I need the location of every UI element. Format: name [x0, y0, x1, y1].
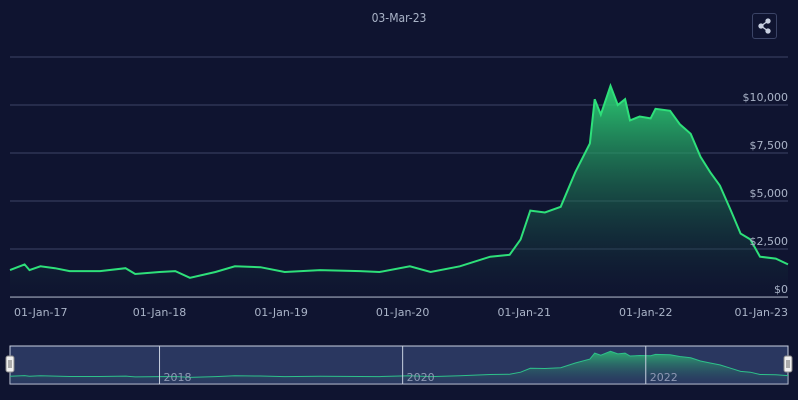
- x-tick-label: 01-Jan-22: [619, 306, 673, 319]
- y-tick-label: $7,500: [750, 139, 789, 152]
- price-line: [9, 82, 789, 279]
- x-tick-label: 01-Jan-19: [254, 306, 308, 319]
- x-tick-label: 01-Jan-20: [376, 306, 430, 319]
- navigator-year-label: 2022: [650, 371, 678, 384]
- y-tick-label: $5,000: [750, 187, 789, 200]
- share-icon: [758, 18, 771, 34]
- navigator-left-handle[interactable]: [5, 355, 15, 373]
- navigator-year-label: 2020: [407, 371, 435, 384]
- price-area: [10, 85, 788, 297]
- y-tick-label: $2,500: [750, 235, 789, 248]
- navigator-right-handle[interactable]: [783, 355, 793, 373]
- navigator-year-label: 2018: [164, 371, 192, 384]
- x-tick-label: 01-Jan-21: [497, 306, 551, 319]
- y-tick-label: $10,000: [743, 91, 789, 104]
- x-tick-label: 01-Jan-17: [14, 306, 68, 319]
- navigator-area: [10, 351, 788, 384]
- share-button[interactable]: [752, 13, 777, 39]
- y-tick-label: $0: [774, 283, 788, 296]
- navigator-line: [9, 350, 789, 378]
- x-tick-label: 01-Jan-23: [734, 306, 788, 319]
- chart-title: 03-Mar-23: [371, 11, 427, 25]
- x-tick-label: 01-Jan-18: [133, 306, 187, 319]
